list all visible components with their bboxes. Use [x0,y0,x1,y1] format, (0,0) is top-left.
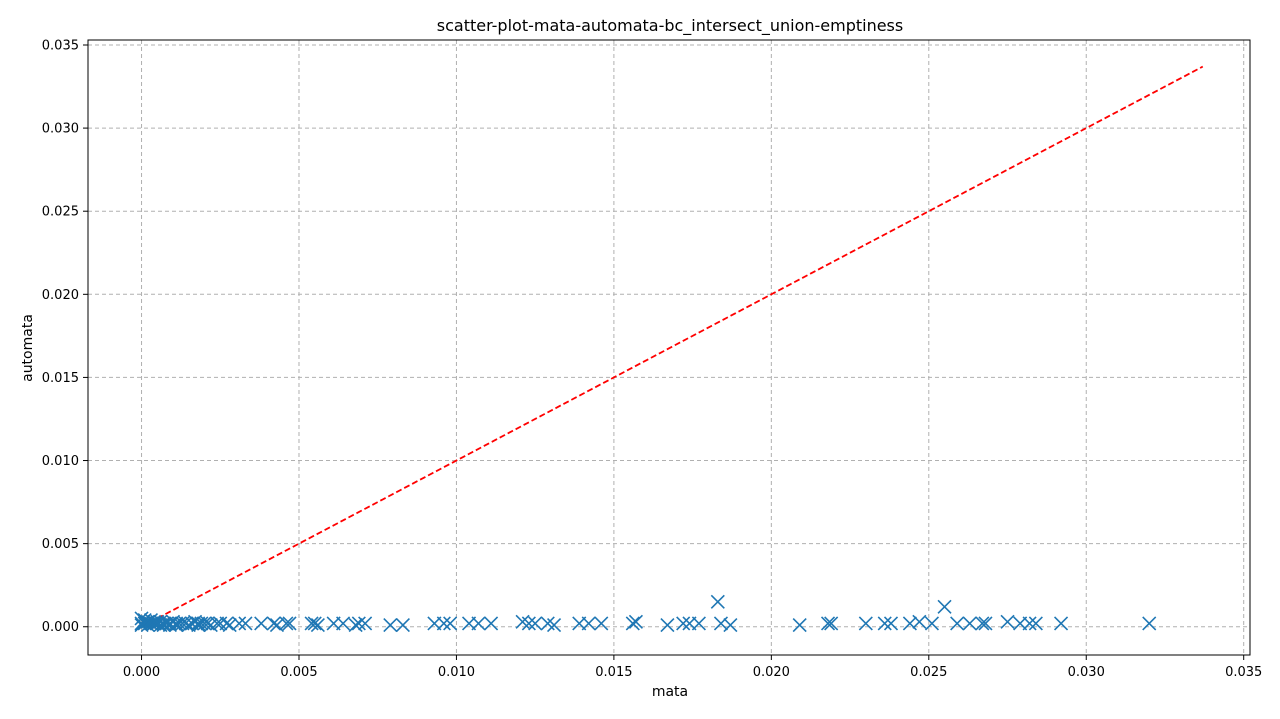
data-point [279,616,294,631]
data-point [266,616,281,631]
data-point [950,616,965,631]
x-axis-ticks: 0.000 0.005 0.010 0.015 0.020 0.025 0.030 0.035 [123,655,1262,680]
data-point [628,614,644,629]
data-point [238,616,253,631]
data-point [336,616,351,631]
data-point [824,616,839,631]
data-point [902,616,917,631]
data-point [213,616,228,631]
data-point [625,616,640,631]
data-point [383,618,398,633]
x-tick-label: 0.000 [123,665,160,680]
data-point [395,618,410,633]
data-point [912,614,927,629]
y-tick-label: 0.020 [42,288,79,303]
data-point [713,616,729,631]
data-point [676,616,691,631]
data-point [1053,616,1069,631]
data-point [307,616,322,631]
chart-title: scatter-plot-mata-automata-bc_intersect_… [437,16,903,36]
y-tick-label: 0.025 [42,205,79,220]
data-point [581,616,596,631]
reference-line [141,65,1204,628]
data-point [1028,616,1043,631]
data-point [594,616,609,631]
data-point [436,616,451,631]
x-tick-label: 0.035 [1225,665,1262,680]
data-point [282,616,297,631]
y-tick-label: 0.005 [42,537,79,552]
axes-frame [87,39,1251,656]
x-tick-label: 0.025 [910,665,947,680]
data-point [820,616,836,631]
data-point [521,616,536,631]
x-tick-label: 0.010 [438,665,475,680]
y-axis-ticks: 0.000 0.005 0.010 0.015 0.020 0.025 0.030 0.035 [42,38,88,635]
data-points [134,594,1157,633]
y-tick-label: 0.035 [42,38,79,53]
y-tick-label: 0.030 [42,122,79,137]
data-point [443,616,458,631]
x-tick-label: 0.030 [1068,665,1105,680]
data-point [660,618,675,633]
data-point [471,616,486,631]
data-point [546,618,562,633]
y-tick-label: 0.010 [42,454,79,469]
data-point [528,616,543,631]
data-point [310,618,325,633]
x-axis-label: mata [652,684,688,700]
data-point [1022,616,1037,631]
data-point [792,618,807,633]
x-tick-label: 0.020 [753,665,790,680]
data-point [858,616,873,631]
grid-lines [88,40,1250,655]
x-tick-label: 0.005 [280,665,317,680]
y-tick-label: 0.015 [42,371,79,386]
data-point [691,616,706,631]
data-point [962,616,977,631]
data-point [924,616,940,631]
y-axis-label: automata [20,314,36,382]
data-point [975,616,990,631]
reference-line-layer [141,65,1204,628]
data-point [484,616,499,631]
data-point [723,618,738,633]
data-point [978,616,993,631]
data-point [254,616,269,631]
data-point [219,616,234,631]
data-point [883,616,899,631]
data-point [710,594,725,609]
data-point [877,616,892,631]
y-tick-label: 0.000 [42,620,79,635]
data-point [1142,616,1157,631]
data-point [232,616,247,631]
data-point [1000,614,1015,629]
data-point [351,616,366,631]
x-tick-label: 0.015 [595,665,632,680]
data-point [937,599,952,614]
data-point [358,616,373,631]
